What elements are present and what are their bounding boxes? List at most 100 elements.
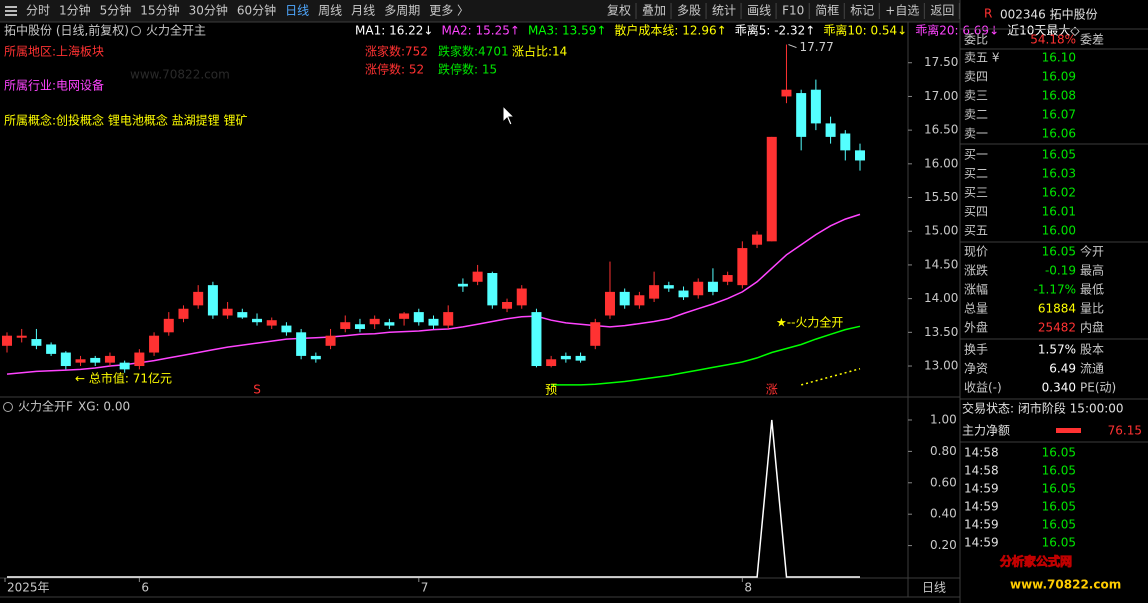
ask-price: 16.10 [1042,51,1076,65]
period-tab[interactable]: 分时 [26,4,50,18]
row-value: 25482 [1038,321,1076,335]
candle-body [2,335,12,346]
candle-body [222,308,233,316]
bid-label: 买五 [964,224,988,238]
period-tab[interactable]: 周线 [318,4,342,18]
period-tab[interactable]: 60分钟 [237,3,276,18]
watermark: www.70822.com [130,68,230,82]
candle-body [546,359,557,367]
indicator-value: 近10天最大◇ [1007,24,1080,38]
market-cap: ← 总市值: 71亿元 [75,371,172,386]
bid-price: 16.00 [1042,224,1076,238]
ask-label: 卖五 ¥ [964,51,1000,65]
tool-button[interactable]: 复权 [607,4,631,18]
ask-label: 卖一 [964,127,988,141]
y-tick-label: 16.00 [924,156,958,170]
signal-label: ★--火力全开 [776,315,843,330]
candle-body [340,322,351,329]
tool-button[interactable]: 多股 [677,4,701,18]
candle-body [46,344,57,354]
y-tick-label: 0.20 [930,538,957,552]
candle-body [810,89,821,124]
dropdown-icon[interactable] [3,402,13,412]
badge: R [984,7,992,21]
period-tab[interactable]: 1分钟 [59,3,91,18]
indicator-value: MA2: 15.25↑ [441,24,519,38]
dropdown-icon[interactable] [131,26,141,36]
trade-time: 14:59 [964,536,999,550]
candle-body [163,318,174,333]
tool-button[interactable]: F10 [782,4,804,18]
y-tick-label: 15.00 [924,224,958,238]
x-tick-label: 7 [421,581,429,595]
tool-button[interactable]: +自选 [885,4,919,18]
candle-body [237,312,248,318]
y-tick-label: 0.80 [930,444,957,458]
x-tick-label: 2025年 [7,581,50,595]
row-label: 涨跌 [964,263,988,278]
candle-body [119,362,130,370]
menu-icon[interactable] [5,6,17,16]
trade-time: 14:58 [964,464,999,478]
row-label: 主力净额 [962,424,1010,438]
y-tick-label: 14.50 [924,257,958,271]
candle-body [516,288,527,306]
candle-body [855,150,865,161]
tool-button[interactable]: 返回 [930,4,954,18]
trade-price: 16.05 [1042,536,1076,550]
row-value: 54.18% [1030,33,1076,47]
y-tick-label: 0.60 [930,475,957,489]
signal-marker: 预 [545,383,557,397]
period-tab[interactable]: 15分钟 [140,3,179,18]
period-tab[interactable]: 多周期 [384,4,420,18]
tool-button[interactable]: 画线 [747,4,771,18]
y-tick-label: 17.00 [924,89,958,103]
trade-time: 14:59 [964,482,999,496]
candle-body [752,234,763,245]
candle-body [766,136,777,242]
x-tick-label: 8 [744,581,752,595]
ask-label: 卖四 [964,70,988,84]
candle-body [178,308,189,319]
candle-body [60,352,71,367]
trade-price: 16.05 [1042,482,1076,496]
trade-price: 16.05 [1042,446,1076,460]
bid-label: 买三 [964,186,988,200]
tool-button[interactable]: 简框 [815,4,839,18]
candle-body [649,285,660,299]
row-value: 76.15 [1108,424,1142,438]
period-tab[interactable]: 更多 〉 [429,4,469,18]
period-tab[interactable]: 日线 [285,4,309,18]
period-tab[interactable]: 5分钟 [100,3,132,18]
ask-price: 16.08 [1042,89,1076,103]
ask-price: 16.07 [1042,108,1076,122]
y-tick-label: 15.50 [924,190,958,204]
period-label: 日线 [922,581,946,595]
indicator-value: 乖离20: 6.69↓ [915,23,999,38]
watermark-brand: 分析家公式网 [1000,554,1072,569]
bid-label: 买一 [964,148,988,162]
y-tick-label: 16.50 [924,123,958,137]
signal-marker: 涨 [766,382,778,397]
indicator-value: 乖离5: -2.32↑ [735,23,816,38]
indicator-value: 乖离10: 0.54↓ [823,23,907,38]
tool-button[interactable]: 标记 [850,4,874,18]
candle-body [457,283,468,287]
info-concept: 所属概念:创投概念 锂电池概念 盐湖提锂 锂矿 [4,113,248,128]
period-tab[interactable]: 30分钟 [189,3,228,18]
row-label: 收益(-) [964,381,1002,395]
row-value: 1.57% [1038,343,1076,357]
candle-body [296,332,307,356]
tool-button[interactable]: 叠加 [642,4,666,18]
tool-button[interactable]: 统计 [712,4,736,18]
candle-body [502,301,513,309]
y-tick-label: 14.00 [924,291,958,305]
period-tab[interactable]: 月线 [351,4,375,18]
candle-body [560,355,571,360]
candle-body [193,291,204,306]
indicator-value: 散户成本线: 12.96↑ [614,23,726,38]
bid-price: 16.05 [1042,148,1076,162]
candle-body [634,295,645,306]
row-label: 内盘 [1080,320,1104,335]
